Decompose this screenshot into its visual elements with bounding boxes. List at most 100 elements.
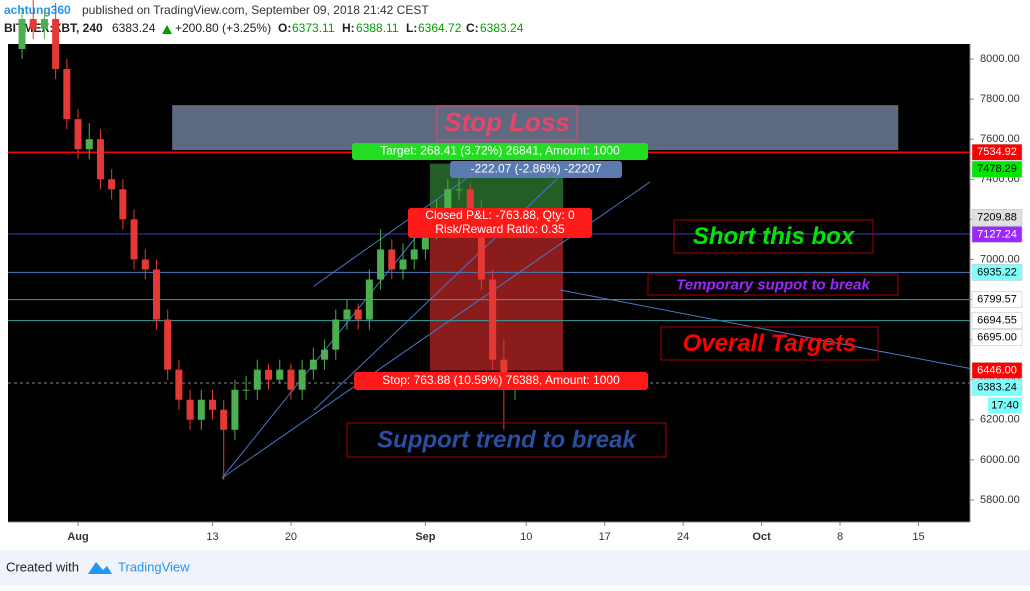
position-label-bg	[354, 372, 648, 390]
candle-body	[197, 399, 205, 420]
c-value: 6383.24	[480, 21, 524, 35]
position-label-bg	[408, 208, 592, 238]
x-tick-label: 15	[912, 531, 924, 543]
candle-body	[141, 259, 149, 270]
price-label-bg	[971, 329, 1023, 346]
candle-body	[410, 249, 418, 260]
candle-body	[466, 189, 474, 210]
candle-body	[253, 369, 261, 390]
x-tick-label: Sep	[415, 531, 435, 543]
candle-body	[455, 189, 463, 191]
price-label-bg	[971, 362, 1023, 379]
candle-body	[421, 229, 429, 250]
annotation-box	[647, 273, 899, 296]
y-tick-label: 7600.00	[980, 133, 1020, 145]
position-label-bg	[352, 143, 648, 160]
candle-body	[242, 389, 250, 391]
candle-body	[29, 18, 37, 29]
candle-body	[96, 139, 104, 180]
price-label: 6935.22	[977, 266, 1017, 278]
annotation: Short this box	[693, 223, 856, 250]
trend-line	[559, 289, 971, 370]
price-label-bg	[971, 226, 1023, 243]
x-tick-label: 13	[206, 531, 218, 543]
price-label: 7209.88	[977, 211, 1017, 223]
change: +200.80 (+3.25%)	[175, 21, 271, 35]
position-label: Target: 268.41 (3.72%) 26841, Amount: 10…	[380, 144, 620, 158]
candle-body	[444, 189, 452, 210]
position-label: Stop: 763.88 (10.59%) 76388, Amount: 100…	[382, 373, 620, 387]
c-label: C:	[466, 21, 479, 35]
h-value: 6388.11	[356, 21, 399, 35]
price-label-bg	[971, 264, 1023, 281]
price-label: 7127.24	[977, 228, 1017, 240]
price-label-bg	[971, 209, 1023, 226]
candle-body	[377, 249, 385, 280]
trend-line	[313, 175, 471, 287]
countdown: 17:40	[991, 399, 1019, 411]
price-label-bg	[971, 143, 1023, 161]
l-label: L:	[406, 21, 417, 35]
price-label: 7478.29	[977, 163, 1017, 175]
annotation-box	[673, 219, 874, 254]
annotation-box	[436, 105, 578, 141]
candle-body	[354, 309, 362, 320]
x-tick-label: 17	[599, 531, 611, 543]
published: published on TradingView.com, September …	[82, 3, 429, 17]
x-tick-label: 8	[837, 531, 843, 543]
x-tick-label: Oct	[752, 531, 771, 543]
y-tick-label: 7800.00	[980, 93, 1020, 105]
annotation: Support trend to break	[377, 426, 637, 453]
footer-brand[interactable]: TradingView	[118, 559, 190, 574]
candle-body	[152, 269, 160, 320]
candle-body	[332, 319, 340, 350]
candle-body	[186, 399, 194, 420]
candle-body	[343, 309, 351, 320]
candle-body	[298, 369, 306, 390]
price-label-bg	[971, 291, 1023, 308]
footer-bg	[0, 550, 1030, 586]
stop-loss-zone	[172, 105, 899, 151]
x-tick-label: 10	[520, 531, 532, 543]
candle-body	[209, 399, 217, 410]
price-label-bg	[971, 160, 1023, 178]
candle-body	[365, 279, 373, 320]
stop-zone	[429, 217, 564, 371]
candle-body	[18, 18, 26, 50]
candle-body	[276, 369, 284, 380]
candle-body	[40, 18, 48, 29]
countdown-bg	[988, 397, 1022, 414]
candle-body	[321, 349, 329, 360]
candle-body	[108, 179, 116, 190]
price-label: 6799.57	[977, 294, 1017, 306]
candle-body	[63, 69, 71, 120]
candle-body	[130, 219, 138, 260]
annotation-box	[346, 422, 667, 458]
price-label-bg	[971, 379, 1023, 396]
last-price: 6383.24	[112, 21, 156, 35]
x-tick-label: 20	[285, 531, 297, 543]
price-label-bg	[971, 312, 1023, 329]
l-value: 6364.72	[418, 21, 462, 35]
candle-body	[477, 209, 485, 280]
position-label: Risk/Reward Ratio: 0.35	[435, 222, 565, 236]
o-label: O:	[278, 21, 291, 35]
position-label-bg	[450, 161, 622, 178]
position-label: Closed P&L: -763.88, Qty: 0	[425, 208, 575, 222]
position-label: -222.07 (-2.86%) -22207	[471, 162, 602, 176]
candle-body	[175, 369, 183, 400]
footer-text: Created with	[6, 559, 79, 574]
y-tick-label: 6200.00	[980, 414, 1020, 426]
price-label: 7534.92	[977, 146, 1017, 158]
candle-body	[388, 249, 396, 270]
h-label: H:	[342, 21, 355, 35]
x-tick-label: Aug	[67, 531, 88, 543]
y-tick-label: 6000.00	[980, 454, 1020, 466]
candle-body	[52, 18, 60, 70]
candle-body	[309, 359, 317, 370]
annotation: Temporary suppot to break	[676, 276, 870, 293]
author[interactable]: achtung360	[4, 3, 71, 17]
price-label: 6446.00	[977, 364, 1017, 376]
y-tick-label: 8000.00	[980, 53, 1020, 65]
